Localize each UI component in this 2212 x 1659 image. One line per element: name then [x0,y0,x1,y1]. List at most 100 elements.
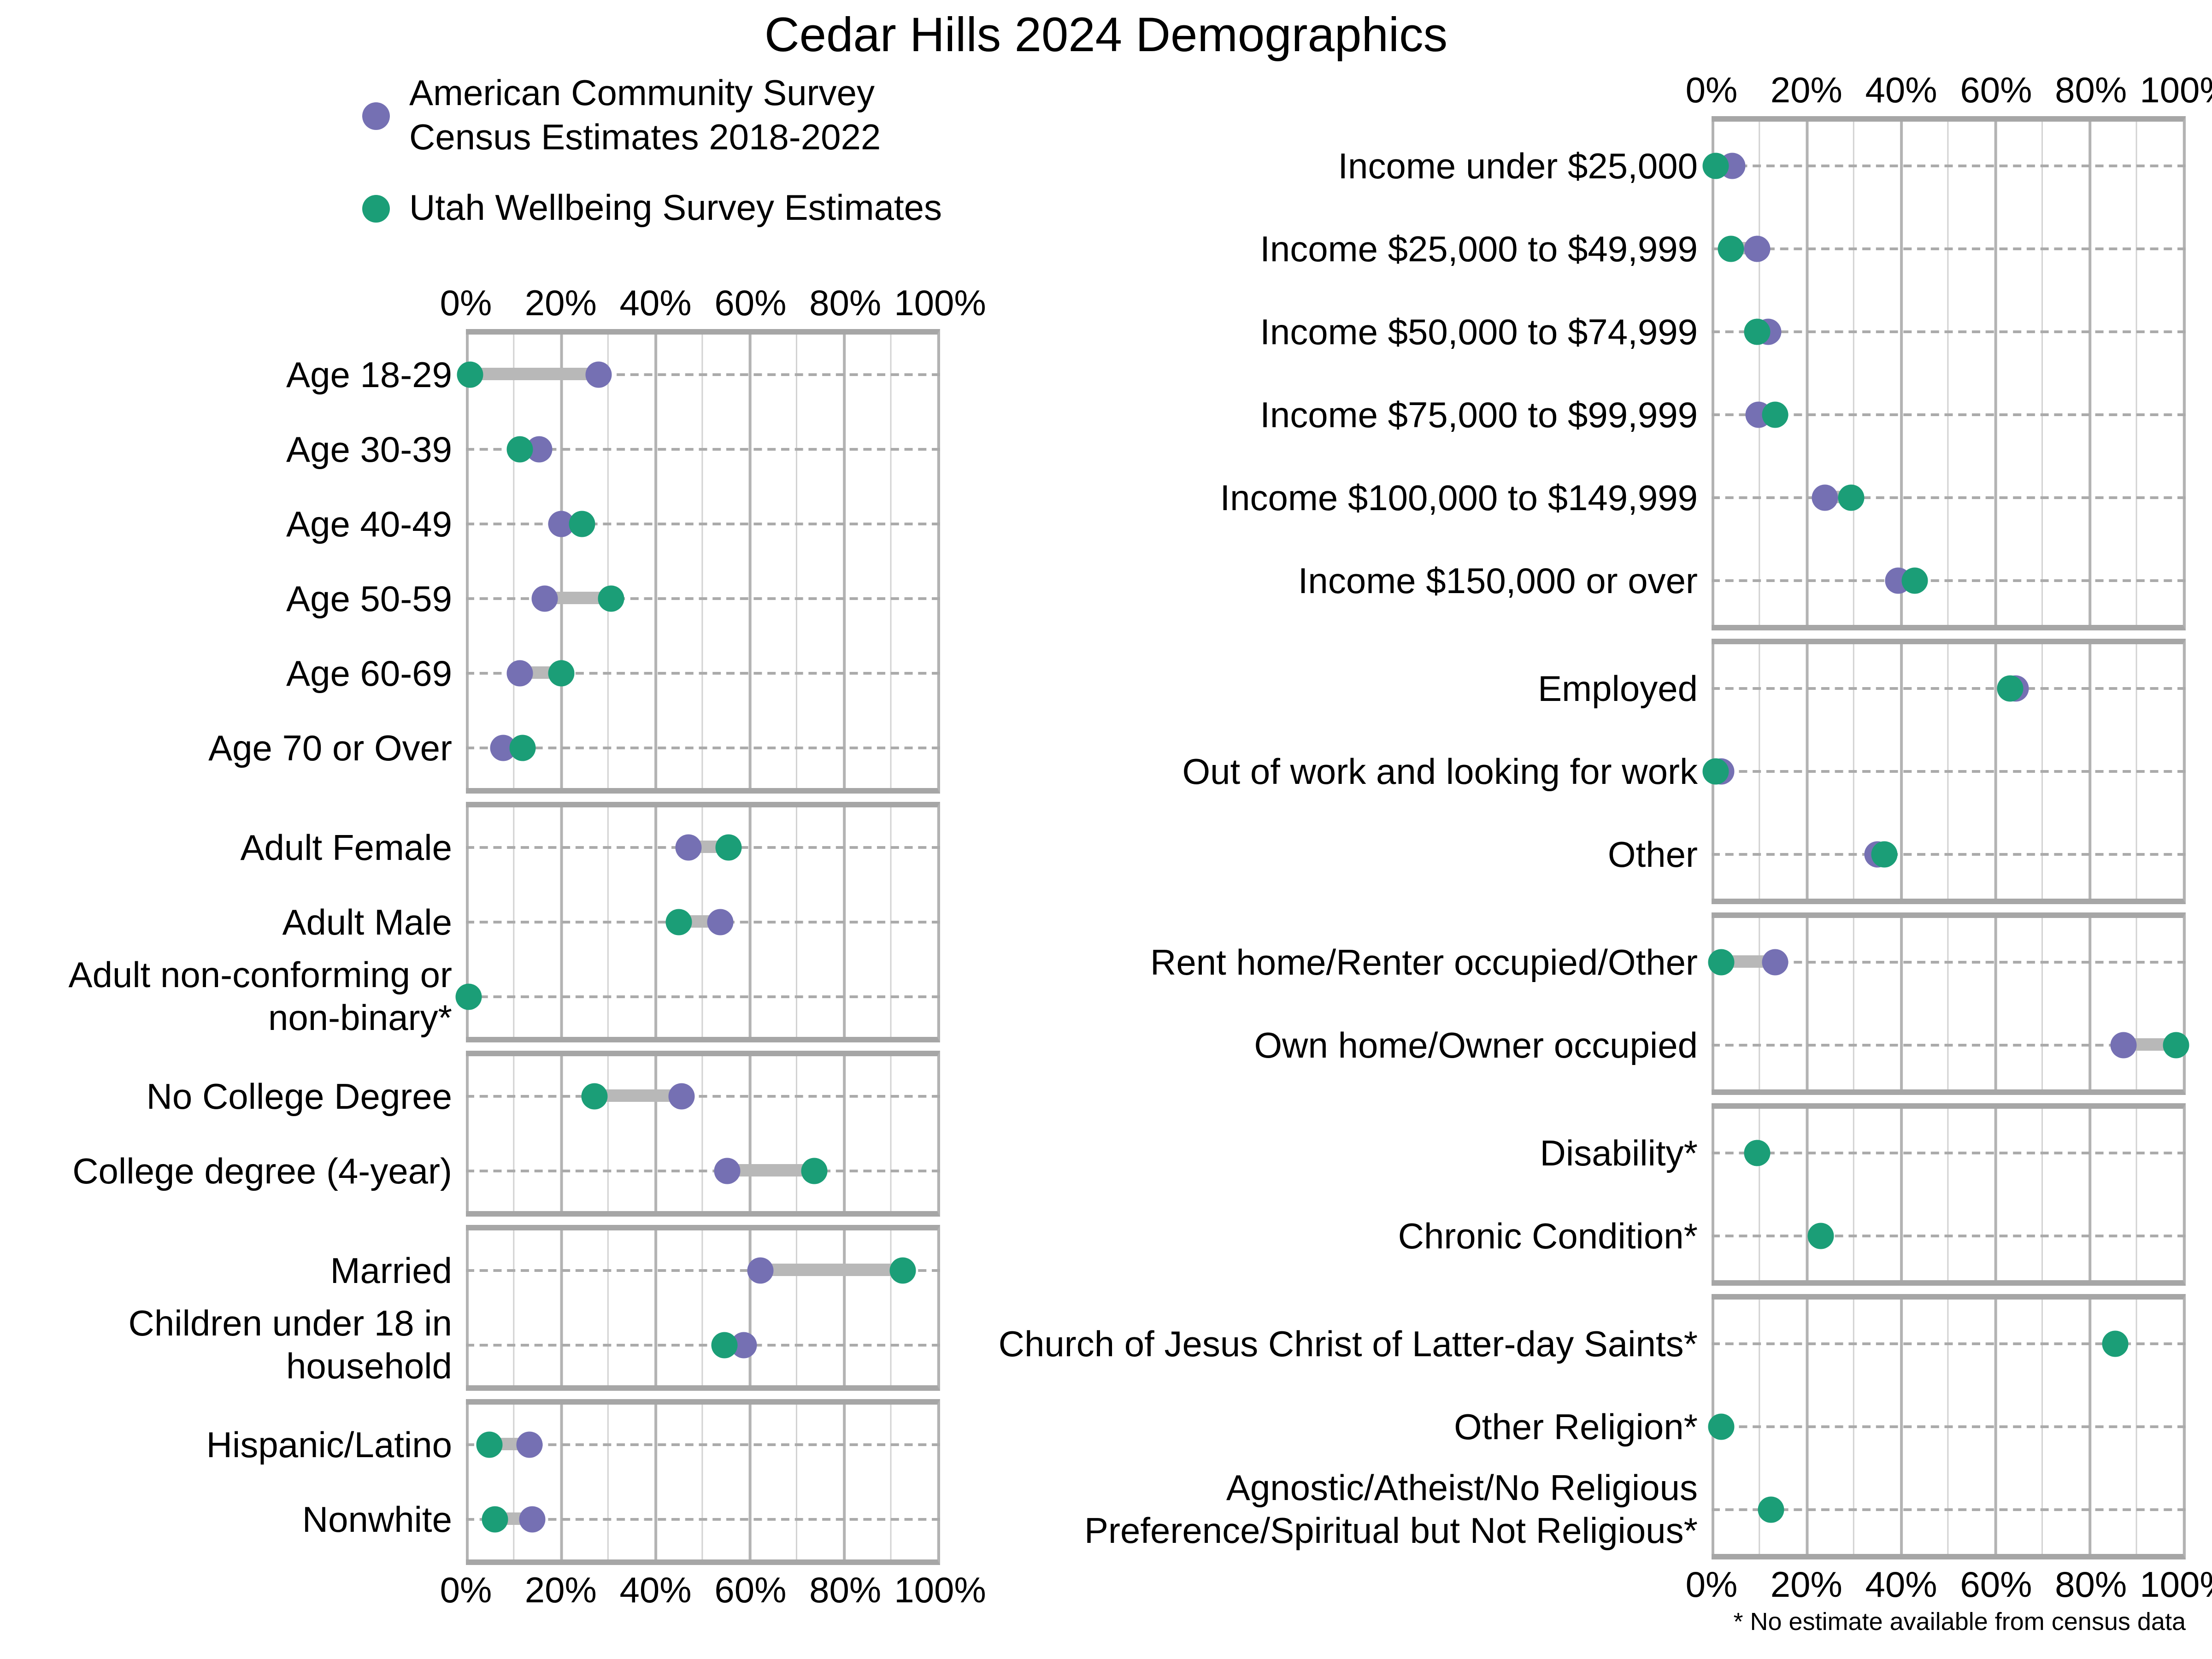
panel: No College Degree College degree (4-year) [0,1051,940,1217]
dumbbell-row: Married [0,1233,940,1308]
plot-area-grid [1712,1103,2186,1286]
row-gridline [1712,687,2186,690]
row-gridline [466,448,940,451]
panel: Rent home/Renter occupied/Other Own home/… [954,912,2189,1095]
dumbbell-row: Rent home/Renter occupied/Other [954,921,2186,1004]
row-gridline [1712,496,2186,499]
category-label: College degree (4-year) [72,1149,452,1191]
uws-dot [1703,153,1730,179]
acs-dot [517,1431,543,1458]
category-label: Chronic Condition* [1398,1214,1698,1256]
row-gridline [1712,330,2186,333]
row-plot [1712,1468,2186,1551]
acs-dot [1743,235,1770,262]
category-label: Age 30-39 [286,428,452,470]
row-gridline [466,1269,940,1272]
row-plot [455,959,940,1034]
dumbbell-row: Other [954,813,2186,896]
row-gridline [466,1344,940,1347]
uws-dot [547,660,574,687]
dumbbell-row: Age 50-59 [0,561,940,636]
acs-dot [676,834,702,861]
row-plot [1712,207,2186,290]
axis-tick: 20% [524,1569,597,1611]
uws-dot [1997,675,2024,702]
category-label: Out of work and looking for work [1182,750,1698,792]
axis-tick: 80% [2055,69,2127,111]
axis-tick: 60% [1960,69,2032,111]
acs-dot [1762,949,1789,976]
row-plot [1708,921,2186,1004]
row-gridline [1712,961,2186,964]
category-label: Other [1607,833,1698,875]
x-axis-top: 0% 20% 40% 60% 80% 100% [440,282,986,329]
panel: Income under $25,000 Income $25,000 to $4… [954,116,2186,630]
uws-dot [1762,401,1789,428]
row-gridline [1712,1508,2186,1511]
dumbbell-row: Income $100,000 to $149,999 [954,456,2186,539]
uws-dot [1871,841,1898,868]
dumbbell-row: Age 60-69 [0,636,940,711]
row-plot [1712,1112,2186,1194]
axis-tick: 80% [2055,1564,2127,1605]
row-gridline [466,672,940,675]
row-plot [1708,1385,2186,1468]
acs-legend-label: American Community Survey Census Estimat… [409,72,881,159]
category-label: Children under 18 in household [128,1302,452,1387]
panel: Age 18-29 Age 30-39 Age 40-49 Age 50-59 Age … [0,329,940,794]
category-label: Income under $25,000 [1338,144,1698,186]
left-chart-column: 0% 20% 40% 60% 80% 100% Age 18-29 Age 30-39 Age … [0,282,986,1612]
category-label: Income $75,000 to $99,999 [1260,393,1698,435]
row-plot [1712,1194,2186,1277]
category-label: Income $150,000 or over [1298,559,1698,601]
uws-legend-line1: Utah Wellbeing Survey Estimates [409,187,942,229]
uws-dot [597,585,624,612]
category-label: Age 50-59 [286,577,452,619]
uws-dot [1708,1413,1735,1440]
dumbbell-row: Income $150,000 or over [954,539,2186,622]
row-plot [466,885,940,959]
footnote: * No estimate available from census data [1733,1608,2186,1635]
dumbbell-row: Nonwhite [0,1482,940,1557]
axis-tick: 20% [524,282,597,324]
row-plot [466,561,940,636]
uws-dot [1708,949,1735,976]
uws-dot [581,1083,607,1110]
row-gridline [466,597,940,600]
uws-dot [455,983,482,1010]
row-plot [1712,456,2186,539]
uws-dot [1838,484,1865,511]
category-label: Own home/Owner occupied [1254,1024,1698,1065]
row-plot [466,487,940,561]
panel: Hispanic/Latino Nonwhite [0,1399,940,1565]
dumbbell-row: Age 70 or Over [0,711,940,785]
acs-dot [507,660,534,687]
plot-area-grid [466,1399,940,1565]
category-label: Age 18-29 [286,353,452,395]
dumbbell-connector [471,368,599,380]
x-axis-bottom: 0% 20% 40% 60% 80% 100% [440,1565,986,1612]
row-gridline [1712,1044,2186,1047]
row-plot [466,1308,940,1382]
dumbbell-row: Adult non-conforming or non-binary* [0,954,940,1038]
acs-dot [1812,484,1839,511]
uws-dot [2163,1032,2189,1059]
row-gridline [466,1443,940,1446]
row-plot [466,1482,940,1557]
legend-item-acs: American Community Survey Census Estimat… [362,72,942,159]
category-label: Church of Jesus Christ of Latter-day Sai… [998,1322,1698,1364]
uws-dot [457,361,484,388]
acs-dot [668,1083,695,1110]
panel: Church of Jesus Christ of Latter-day Sai… [954,1294,2186,1559]
panel: Employed Out of work and looking for work… [954,639,2186,904]
dumbbell-connector [594,1089,682,1102]
row-plot [466,711,940,785]
row-gridline [1712,1425,2186,1428]
axis-tick: 0% [1685,1564,1738,1605]
axis-tick: 40% [619,1569,692,1611]
row-plot [466,1134,940,1208]
uws-dot [569,511,595,537]
acs-dot [747,1257,773,1284]
category-label: Age 70 or Over [208,726,452,768]
